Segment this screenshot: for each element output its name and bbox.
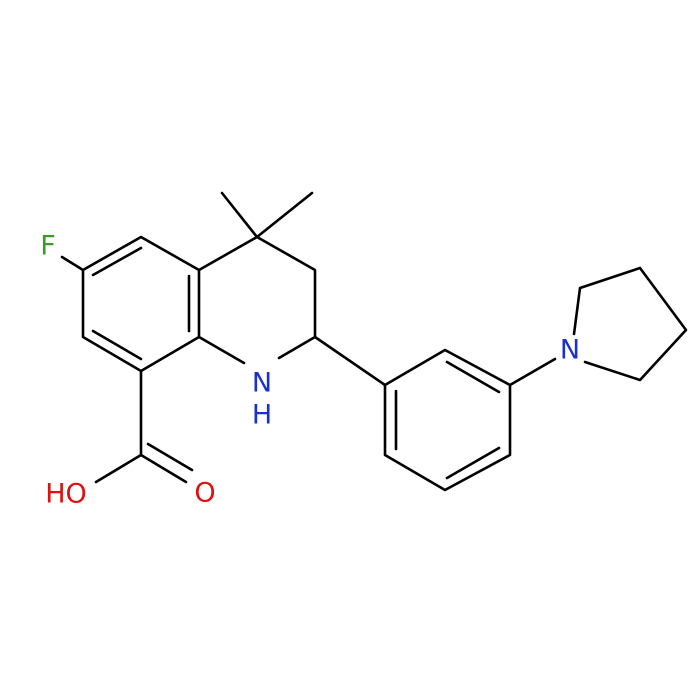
phenyl-ring	[383, 348, 512, 492]
atom-label: N	[560, 335, 580, 366]
double-bond	[91, 246, 143, 277]
double-bond	[445, 446, 501, 480]
atom-label: N	[252, 368, 272, 399]
pyrrolidine-ring	[572, 266, 688, 382]
bond	[197, 335, 246, 365]
double-bond	[146, 442, 194, 472]
bond	[139, 453, 188, 484]
atom-label: O	[194, 478, 215, 509]
bond	[313, 335, 387, 387]
bond	[508, 357, 557, 387]
saturated-ring	[197, 235, 317, 360]
bond	[60, 255, 85, 272]
atom-label: H	[252, 400, 272, 431]
atom-label: F	[40, 231, 56, 262]
double-bond	[91, 329, 143, 361]
bond	[94, 453, 143, 484]
benzene-ring	[81, 235, 201, 373]
methyl	[255, 191, 314, 239]
bonds	[60, 191, 688, 492]
atom-label: HO	[45, 479, 87, 510]
methyl	[220, 191, 259, 239]
double-bond	[445, 360, 501, 394]
